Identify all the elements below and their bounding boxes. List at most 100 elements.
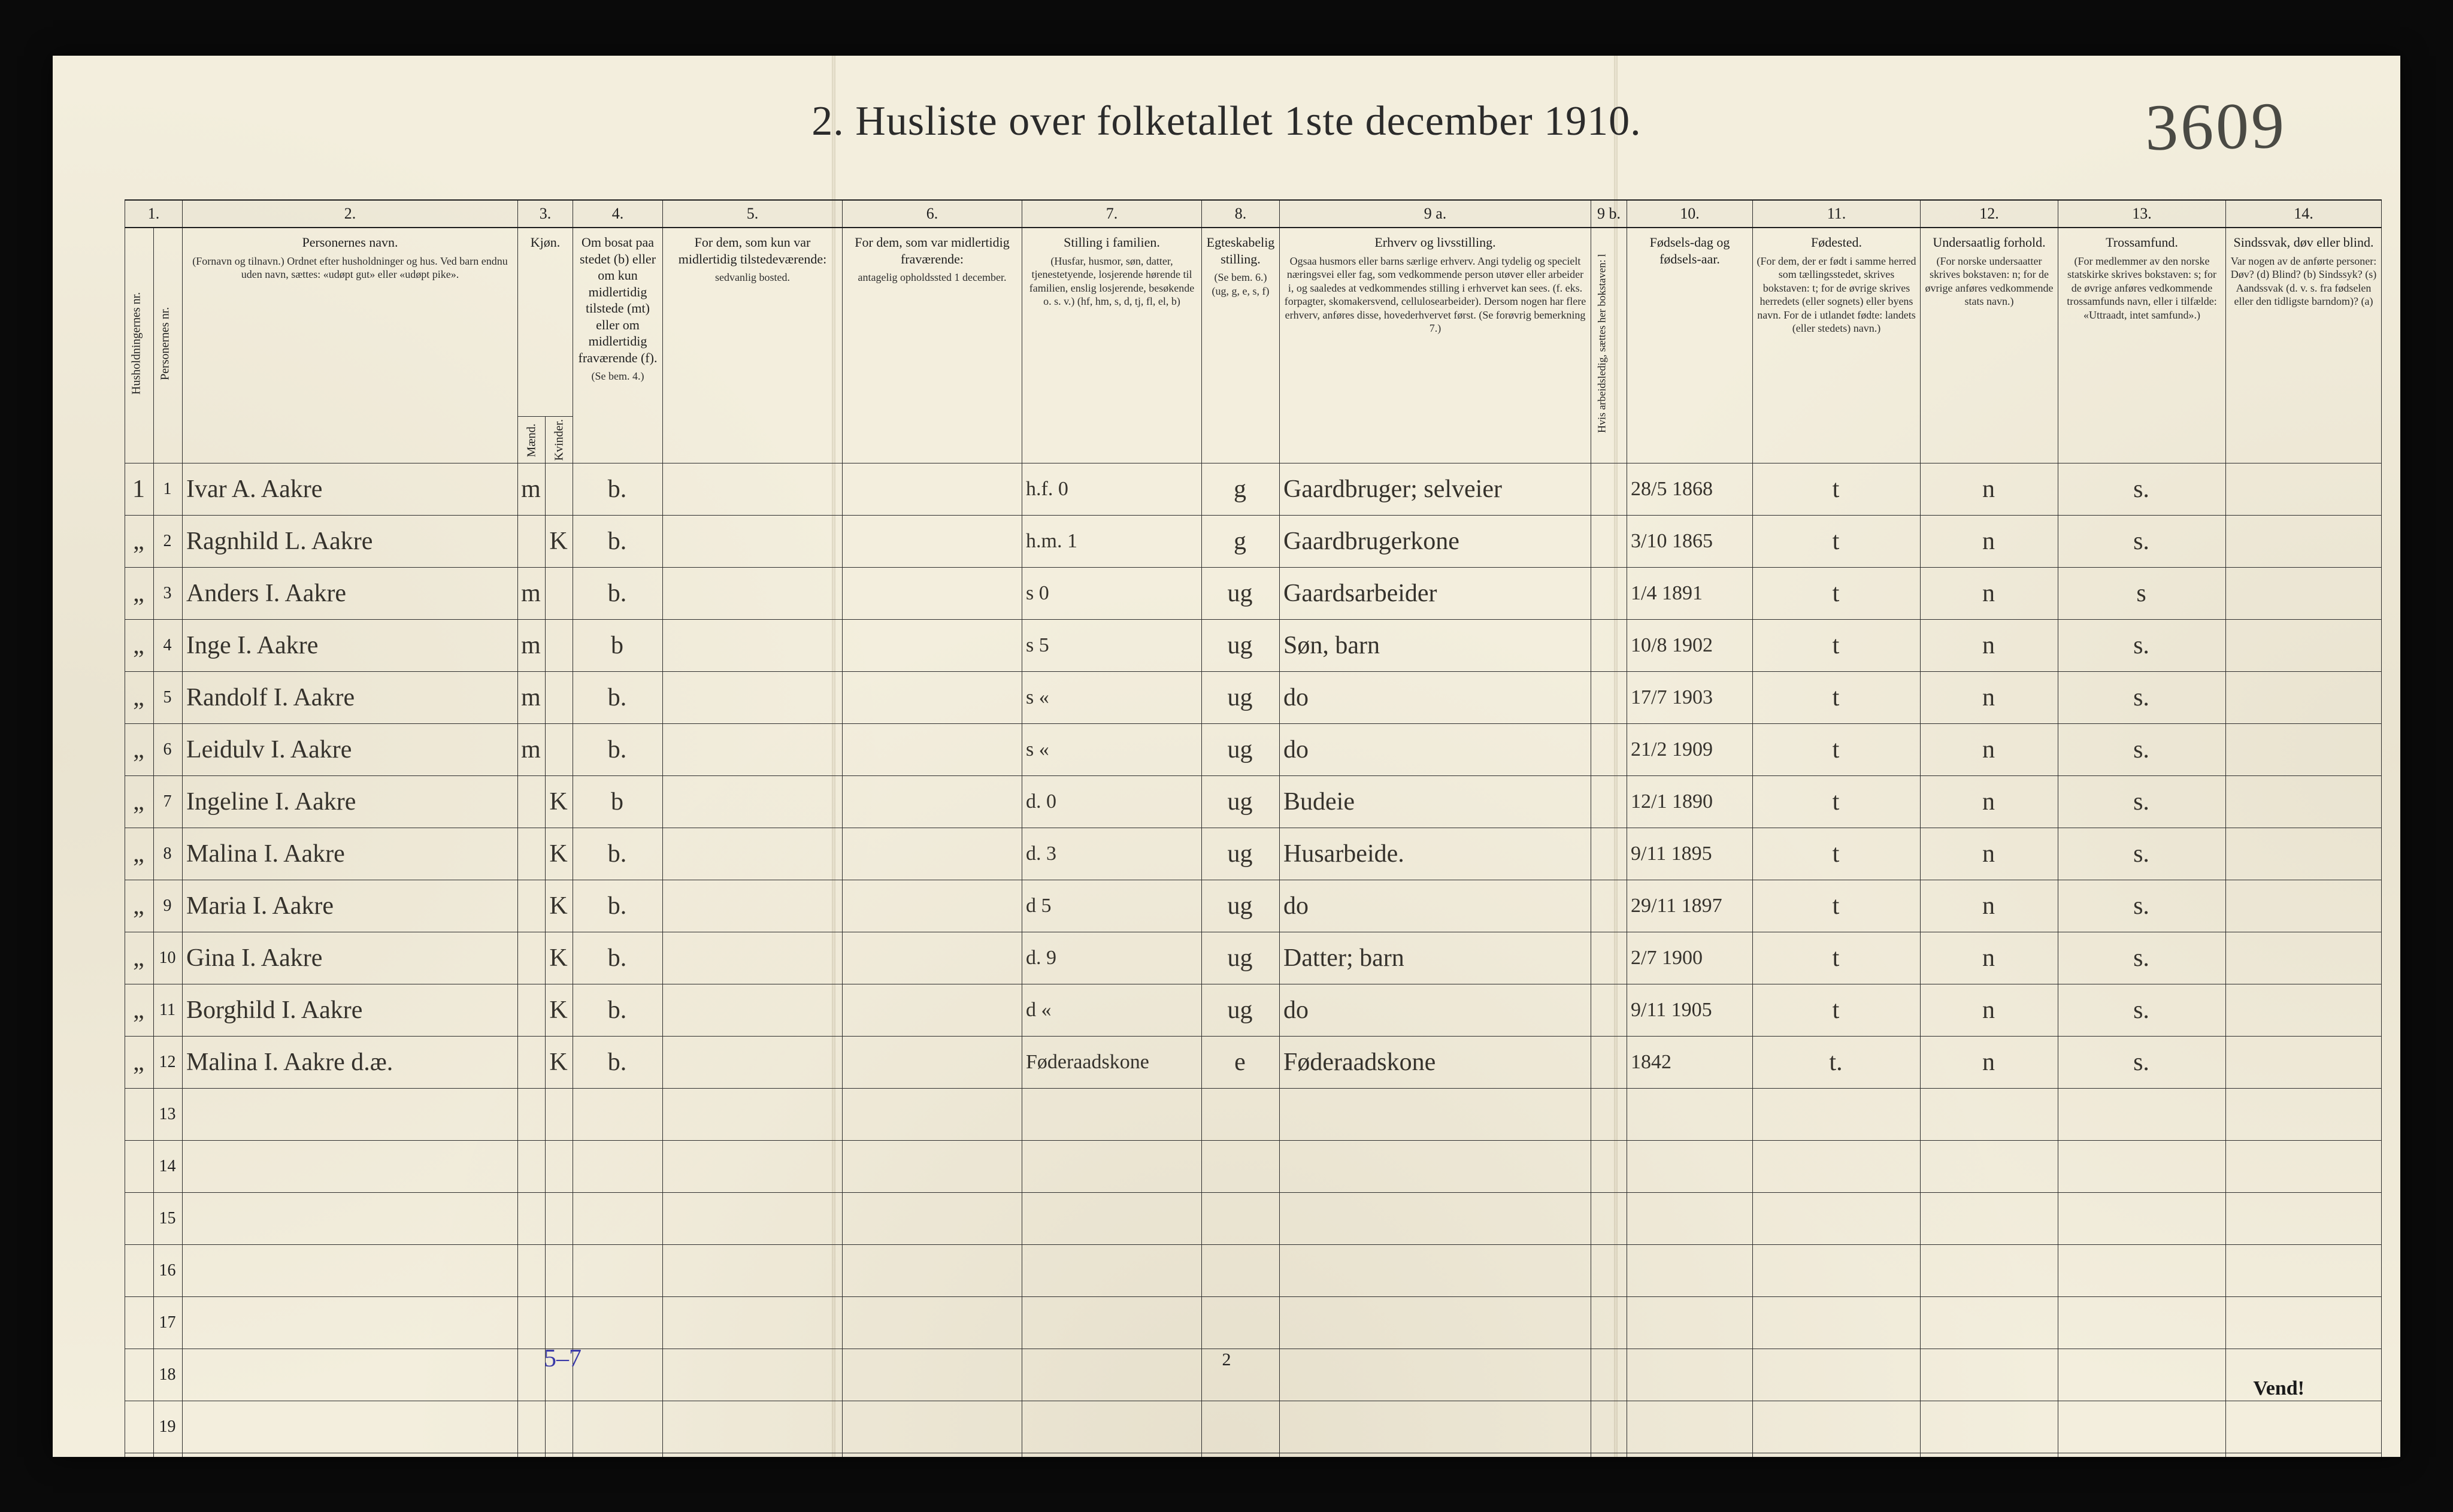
cell-pers: 19 [154, 1401, 183, 1453]
col12-heading: Undersaatlig forhold. (For norske unders… [1921, 228, 2058, 463]
table-row: „6Leidulv I. Aakremb.s «ugdo21/2 1909tns… [125, 724, 2382, 776]
table-row-empty: 20 [125, 1453, 2382, 1457]
cell-midl [663, 1245, 843, 1297]
cell-hus: „ [125, 620, 154, 672]
cell-sind [2226, 724, 2382, 776]
col4-heading: Om bosat paa stedet (b) eller om kun mid… [573, 228, 663, 463]
col11-sub: (For dem, der er født i samme herred som… [1757, 254, 1916, 335]
cell-km [518, 984, 546, 1037]
cell-tros [2058, 1089, 2226, 1141]
cell-erhv: do [1280, 984, 1591, 1037]
table-row-empty: 19 [125, 1401, 2382, 1453]
cell-fod: 29/11 1897 [1627, 880, 1753, 932]
col13-heading: Trossamfund. (For medlemmer av den norsk… [2058, 228, 2226, 463]
cell-fod: 9/11 1895 [1627, 828, 1753, 880]
cell-nb [1591, 1453, 1627, 1457]
cell-erhv: Husarbeide. [1280, 828, 1591, 880]
cell-midl [663, 1401, 843, 1453]
col3-heading: Kjøn. [518, 228, 573, 417]
cell-erhv: Gaardbruger; selveier [1280, 463, 1591, 516]
cell-fsted [1753, 1089, 1921, 1141]
cell-kk: K [546, 1037, 573, 1089]
cell-hus [125, 1401, 154, 1453]
cell-egte [1202, 1089, 1280, 1141]
cell-sind [2226, 568, 2382, 620]
cell-fod [1627, 1297, 1753, 1349]
cell-erhv [1280, 1401, 1591, 1453]
cell-kk [546, 1245, 573, 1297]
col1a-heading: Husholdningernes nr. [125, 228, 154, 463]
cell-erhv [1280, 1349, 1591, 1401]
cell-sind [2226, 1193, 2382, 1245]
cell-midl [663, 516, 843, 568]
cell-fsted [1753, 1401, 1921, 1453]
cell-sind [2226, 1453, 2382, 1457]
cell-frav [843, 516, 1022, 568]
cell-hus [125, 1245, 154, 1297]
cell-hus: „ [125, 516, 154, 568]
cell-hus: „ [125, 984, 154, 1037]
cell-km [518, 1141, 546, 1193]
cell-hus [125, 1141, 154, 1193]
cell-midl [663, 932, 843, 984]
cell-und: n [1921, 568, 2058, 620]
cell-fod [1627, 1141, 1753, 1193]
cell-hus: „ [125, 672, 154, 724]
cell-bosat [573, 1089, 663, 1141]
cell-midl [663, 620, 843, 672]
census-table: 1. 2. 3. 4. 5. 6. 7. 8. 9 a. 9 b. 10. 11… [125, 199, 2382, 1457]
cell-nb [1591, 672, 1627, 724]
cell-bosat: b [573, 620, 663, 672]
cell-bosat: b. [573, 880, 663, 932]
colnum-10: 10. [1627, 200, 1753, 228]
cell-kk [546, 1193, 573, 1245]
cell-bosat: b. [573, 672, 663, 724]
cell-km [518, 1297, 546, 1349]
cell-fsted [1753, 1193, 1921, 1245]
cell-fod: 1/4 1891 [1627, 568, 1753, 620]
cell-tros: s. [2058, 672, 2226, 724]
table-row-empty: 13 [125, 1089, 2382, 1141]
cell-name [183, 1297, 518, 1349]
cell-tros: s. [2058, 724, 2226, 776]
cell-sind [2226, 1245, 2382, 1297]
cell-fsted: t [1753, 776, 1921, 828]
cell-egte [1202, 1349, 1280, 1401]
cell-nb [1591, 1349, 1627, 1401]
cell-tros [2058, 1193, 2226, 1245]
census-table-wrap: 1. 2. 3. 4. 5. 6. 7. 8. 9 a. 9 b. 10. 11… [125, 199, 2322, 1349]
cell-km [518, 1089, 546, 1141]
cell-stil [1022, 1297, 1202, 1349]
cell-km: m [518, 620, 546, 672]
cell-und [1921, 1089, 2058, 1141]
cell-egte [1202, 1297, 1280, 1349]
cell-egte [1202, 1141, 1280, 1193]
col8-sub: (Se bem. 6.) (ug, g, e, s, f) [1206, 271, 1276, 298]
cell-sind [2226, 984, 2382, 1037]
cell-fod: 9/11 1905 [1627, 984, 1753, 1037]
cell-kk [546, 672, 573, 724]
cell-sind [2226, 620, 2382, 672]
column-heading-row: Husholdningernes nr. Personernes nr. Per… [125, 228, 2382, 417]
cell-erhv: do [1280, 724, 1591, 776]
col3-maend: Mænd. [518, 417, 546, 463]
col7-sub: (Husfar, husmor, søn, datter, tjenestety… [1026, 254, 1198, 308]
cell-hus [125, 1297, 154, 1349]
cell-kk [546, 1401, 573, 1453]
cell-pers: 8 [154, 828, 183, 880]
cell-nb [1591, 516, 1627, 568]
cell-kk [546, 724, 573, 776]
cell-und [1921, 1401, 2058, 1453]
colnum-14: 14. [2226, 200, 2382, 228]
cell-nb [1591, 776, 1627, 828]
cell-sind [2226, 828, 2382, 880]
cell-midl [663, 1037, 843, 1089]
colnum-11: 11. [1753, 200, 1921, 228]
table-row: „7Ingeline I. AakreKbd. 0ugBudeie12/1 18… [125, 776, 2382, 828]
cell-und: n [1921, 620, 2058, 672]
col9a-title: Erhverv og livsstilling. [1374, 235, 1495, 250]
colnum-3: 3. [518, 200, 573, 228]
cell-tros: s [2058, 568, 2226, 620]
cell-egte: g [1202, 463, 1280, 516]
cell-fod: 21/2 1909 [1627, 724, 1753, 776]
